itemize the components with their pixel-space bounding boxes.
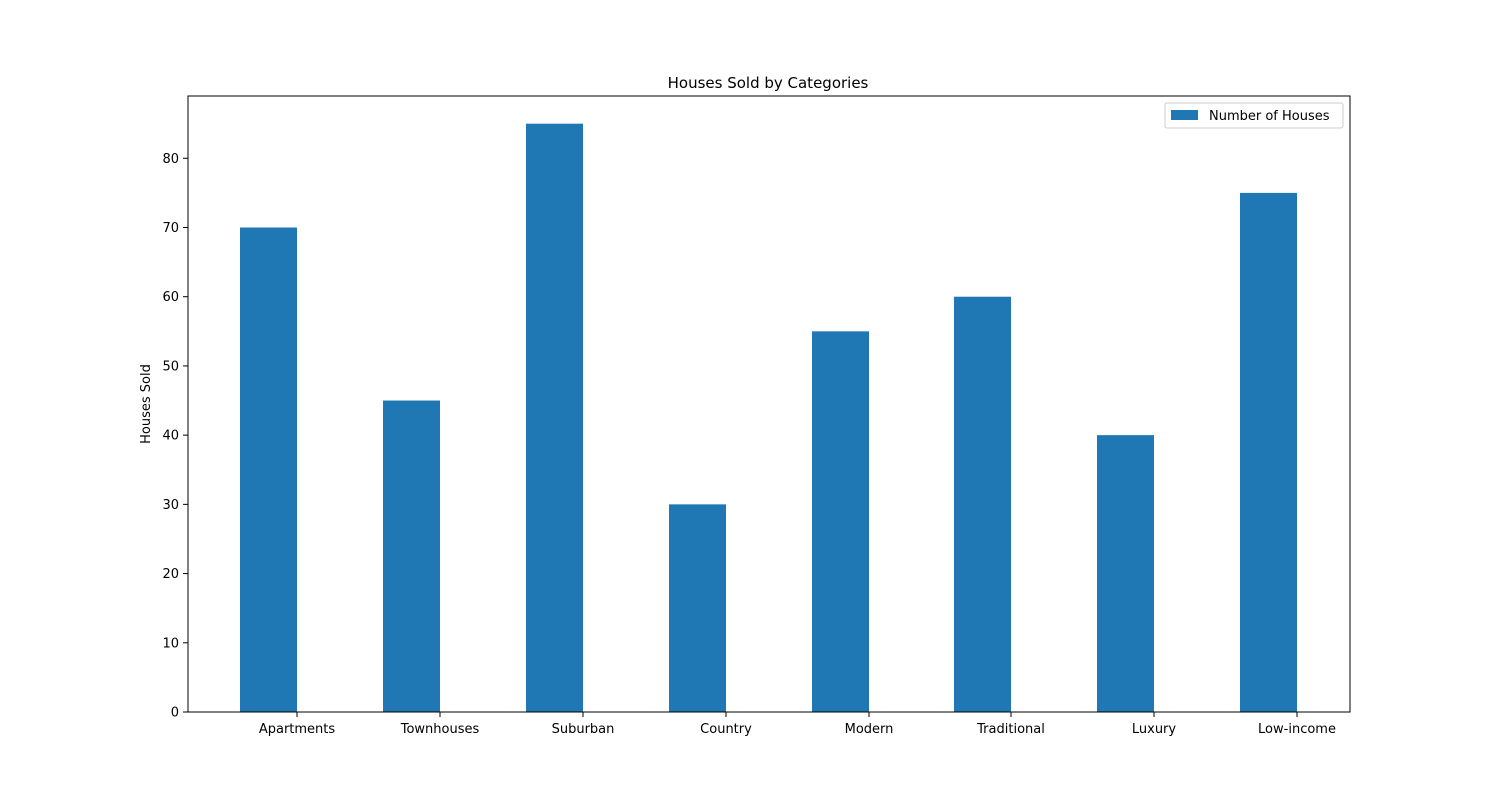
y-tick-label: 80: [162, 152, 179, 167]
x-tick-label: Low-income: [1258, 722, 1336, 737]
legend-label: Number of Houses: [1209, 109, 1330, 124]
x-tick-label: Luxury: [1132, 722, 1177, 737]
y-tick-label: 50: [162, 359, 179, 374]
legend-box: [1164, 102, 1344, 129]
bar-apartments: [240, 227, 297, 712]
legend-swatch: [1171, 110, 1198, 120]
y-tick-label: 0: [171, 706, 179, 721]
y-tick-label: 30: [162, 498, 179, 513]
x-tick-label: Apartments: [259, 722, 336, 737]
y-axis-title: Houses Sold: [139, 364, 154, 444]
x-tick-label: Modern: [845, 722, 894, 737]
y-tick-label: 20: [162, 567, 179, 582]
x-tick-label: Suburban: [552, 722, 615, 737]
plot-frame: [187, 95, 1351, 713]
bar-townhouses: [383, 400, 440, 712]
bar-country: [669, 504, 726, 712]
y-tick-label: 10: [162, 636, 179, 651]
chart-title: Houses Sold by Categories: [668, 74, 869, 92]
legend: Number of Houses: [1164, 102, 1344, 129]
bar-modern: [812, 331, 869, 712]
y-tick-label: 70: [162, 221, 179, 236]
y-tick-label: 60: [162, 290, 179, 305]
y-axis-ticks: 0 10 20 30 40 50 60 70 80: [162, 152, 188, 721]
bar-low-income: [1240, 192, 1297, 713]
x-tick-label: Townhouses: [400, 722, 480, 737]
bar-series: [240, 123, 1297, 713]
y-tick-label: 40: [162, 429, 179, 444]
bar-suburban: [526, 123, 583, 712]
x-tick-label: Country: [700, 722, 752, 737]
bar-traditional: [954, 296, 1011, 712]
bar-luxury: [1097, 435, 1154, 712]
x-axis-ticks: Apartments Townhouses Suburban Country Moder…: [259, 712, 1336, 737]
x-tick-label: Traditional: [976, 722, 1045, 737]
